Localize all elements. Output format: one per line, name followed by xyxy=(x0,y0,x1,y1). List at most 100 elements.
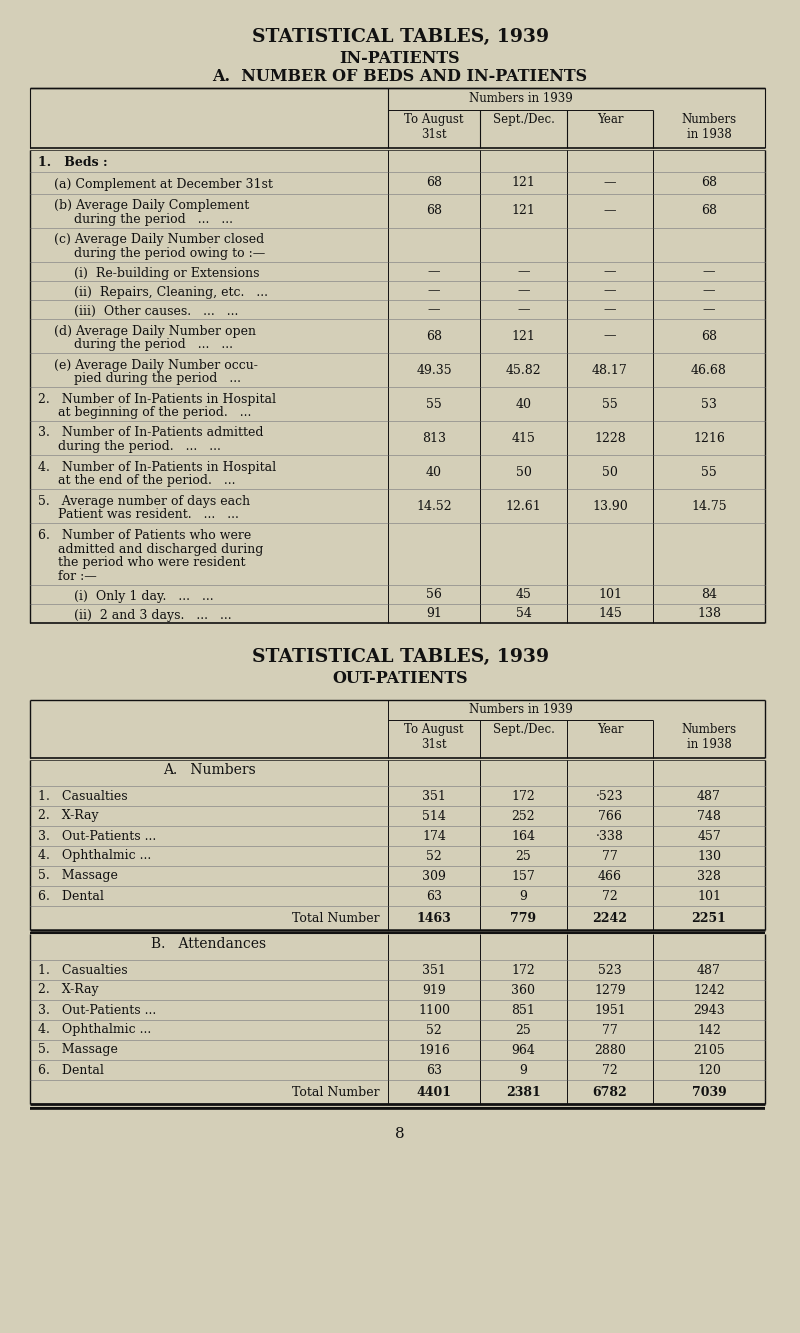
Text: 50: 50 xyxy=(602,465,618,479)
Text: Year: Year xyxy=(597,113,623,127)
Text: 523: 523 xyxy=(598,964,622,977)
Text: (ii)  2 and 3 days.   ...   ...: (ii) 2 and 3 days. ... ... xyxy=(38,609,232,621)
Text: 63: 63 xyxy=(426,889,442,902)
Text: Numbers in 1939: Numbers in 1939 xyxy=(469,92,572,105)
Text: 1100: 1100 xyxy=(418,1004,450,1017)
Text: To August
31st: To August 31st xyxy=(404,722,464,750)
Text: 68: 68 xyxy=(701,329,717,343)
Text: (a) Complement at December 31st: (a) Complement at December 31st xyxy=(38,179,273,191)
Text: 487: 487 xyxy=(697,964,721,977)
Text: 145: 145 xyxy=(598,607,622,620)
Text: 45.82: 45.82 xyxy=(506,364,542,376)
Text: —: — xyxy=(518,265,530,279)
Text: 55: 55 xyxy=(602,397,618,411)
Text: Numbers
in 1938: Numbers in 1938 xyxy=(682,113,737,141)
Text: 415: 415 xyxy=(511,432,535,444)
Text: 2381: 2381 xyxy=(506,1085,541,1098)
Text: 1.   Casualties: 1. Casualties xyxy=(38,964,128,977)
Text: 172: 172 xyxy=(512,964,535,977)
Text: 351: 351 xyxy=(422,964,446,977)
Text: 49.35: 49.35 xyxy=(416,364,452,376)
Text: 142: 142 xyxy=(697,1024,721,1037)
Text: 77: 77 xyxy=(602,1024,618,1037)
Text: —: — xyxy=(604,204,616,217)
Text: Sept./Dec.: Sept./Dec. xyxy=(493,722,554,736)
Text: B.   Attendances: B. Attendances xyxy=(151,937,266,950)
Text: during the period   ...   ...: during the period ... ... xyxy=(38,213,233,227)
Text: 14.75: 14.75 xyxy=(691,500,727,512)
Text: 748: 748 xyxy=(697,809,721,822)
Text: 77: 77 xyxy=(602,849,618,862)
Text: 1242: 1242 xyxy=(693,984,725,997)
Text: 40: 40 xyxy=(515,397,531,411)
Text: 130: 130 xyxy=(697,849,721,862)
Text: —: — xyxy=(518,303,530,316)
Text: —: — xyxy=(702,265,715,279)
Text: 84: 84 xyxy=(701,588,717,601)
Text: 1951: 1951 xyxy=(594,1004,626,1017)
Text: 4.   Number of In-Patients in Hospital: 4. Number of In-Patients in Hospital xyxy=(38,460,276,473)
Text: at beginning of the period.   ...: at beginning of the period. ... xyxy=(38,407,251,419)
Text: IN-PATIENTS: IN-PATIENTS xyxy=(340,51,460,67)
Text: Total Number: Total Number xyxy=(292,1085,380,1098)
Text: Patient was resident.   ...   ...: Patient was resident. ... ... xyxy=(38,508,239,521)
Text: —: — xyxy=(428,303,440,316)
Text: 63: 63 xyxy=(426,1064,442,1077)
Text: 9: 9 xyxy=(519,889,527,902)
Text: 1.   Casualties: 1. Casualties xyxy=(38,789,128,802)
Text: 2880: 2880 xyxy=(594,1044,626,1057)
Text: —: — xyxy=(604,176,616,189)
Text: Numbers
in 1938: Numbers in 1938 xyxy=(682,722,737,750)
Text: at the end of the period.   ...: at the end of the period. ... xyxy=(38,475,235,487)
Text: 56: 56 xyxy=(426,588,442,601)
Text: 4.   Ophthalmic ...: 4. Ophthalmic ... xyxy=(38,1024,151,1037)
Text: 1279: 1279 xyxy=(594,984,626,997)
Text: Total Number: Total Number xyxy=(292,912,380,925)
Text: 54: 54 xyxy=(515,607,531,620)
Text: 55: 55 xyxy=(701,465,717,479)
Text: 174: 174 xyxy=(422,829,446,842)
Text: OUT-PATIENTS: OUT-PATIENTS xyxy=(332,670,468,686)
Text: 101: 101 xyxy=(598,588,622,601)
Text: the period who were resident: the period who were resident xyxy=(38,556,246,569)
Text: 851: 851 xyxy=(511,1004,535,1017)
Text: 157: 157 xyxy=(512,869,535,882)
Text: —: — xyxy=(428,265,440,279)
Text: 50: 50 xyxy=(515,465,531,479)
Text: 40: 40 xyxy=(426,465,442,479)
Text: 6.   Number of Patients who were: 6. Number of Patients who were xyxy=(38,529,251,543)
Text: 72: 72 xyxy=(602,1064,618,1077)
Text: during the period owing to :—: during the period owing to :— xyxy=(38,247,266,260)
Text: 12.61: 12.61 xyxy=(506,500,542,512)
Text: during the period   ...   ...: during the period ... ... xyxy=(38,339,233,351)
Text: To August
31st: To August 31st xyxy=(404,113,464,141)
Text: 52: 52 xyxy=(426,1024,442,1037)
Text: 5.   Massage: 5. Massage xyxy=(38,869,118,882)
Text: 46.68: 46.68 xyxy=(691,364,727,376)
Text: 101: 101 xyxy=(697,889,721,902)
Text: 2.   X-Ray: 2. X-Ray xyxy=(38,984,98,997)
Text: 360: 360 xyxy=(511,984,535,997)
Text: Year: Year xyxy=(597,722,623,736)
Text: 91: 91 xyxy=(426,607,442,620)
Text: 4.   Ophthalmic ...: 4. Ophthalmic ... xyxy=(38,849,151,862)
Text: 2.   X-Ray: 2. X-Ray xyxy=(38,809,98,822)
Text: 1216: 1216 xyxy=(693,432,725,444)
Text: 13.90: 13.90 xyxy=(592,500,628,512)
Text: 164: 164 xyxy=(511,829,535,842)
Text: 14.52: 14.52 xyxy=(416,500,452,512)
Text: (i)  Only 1 day.   ...   ...: (i) Only 1 day. ... ... xyxy=(38,589,214,603)
Text: 172: 172 xyxy=(512,789,535,802)
Text: 138: 138 xyxy=(697,607,721,620)
Text: A.  NUMBER OF BEDS AND IN-PATIENTS: A. NUMBER OF BEDS AND IN-PATIENTS xyxy=(213,68,587,85)
Text: 1463: 1463 xyxy=(417,912,451,925)
Text: 3.   Out-Patients ...: 3. Out-Patients ... xyxy=(38,829,156,842)
Text: 5.   Average number of days each: 5. Average number of days each xyxy=(38,495,250,508)
Text: 351: 351 xyxy=(422,789,446,802)
Text: —: — xyxy=(604,265,616,279)
Text: 813: 813 xyxy=(422,432,446,444)
Text: (iii)  Other causes.   ...   ...: (iii) Other causes. ... ... xyxy=(38,305,238,317)
Text: —: — xyxy=(604,303,616,316)
Text: 328: 328 xyxy=(697,869,721,882)
Text: admitted and discharged during: admitted and discharged during xyxy=(38,543,263,556)
